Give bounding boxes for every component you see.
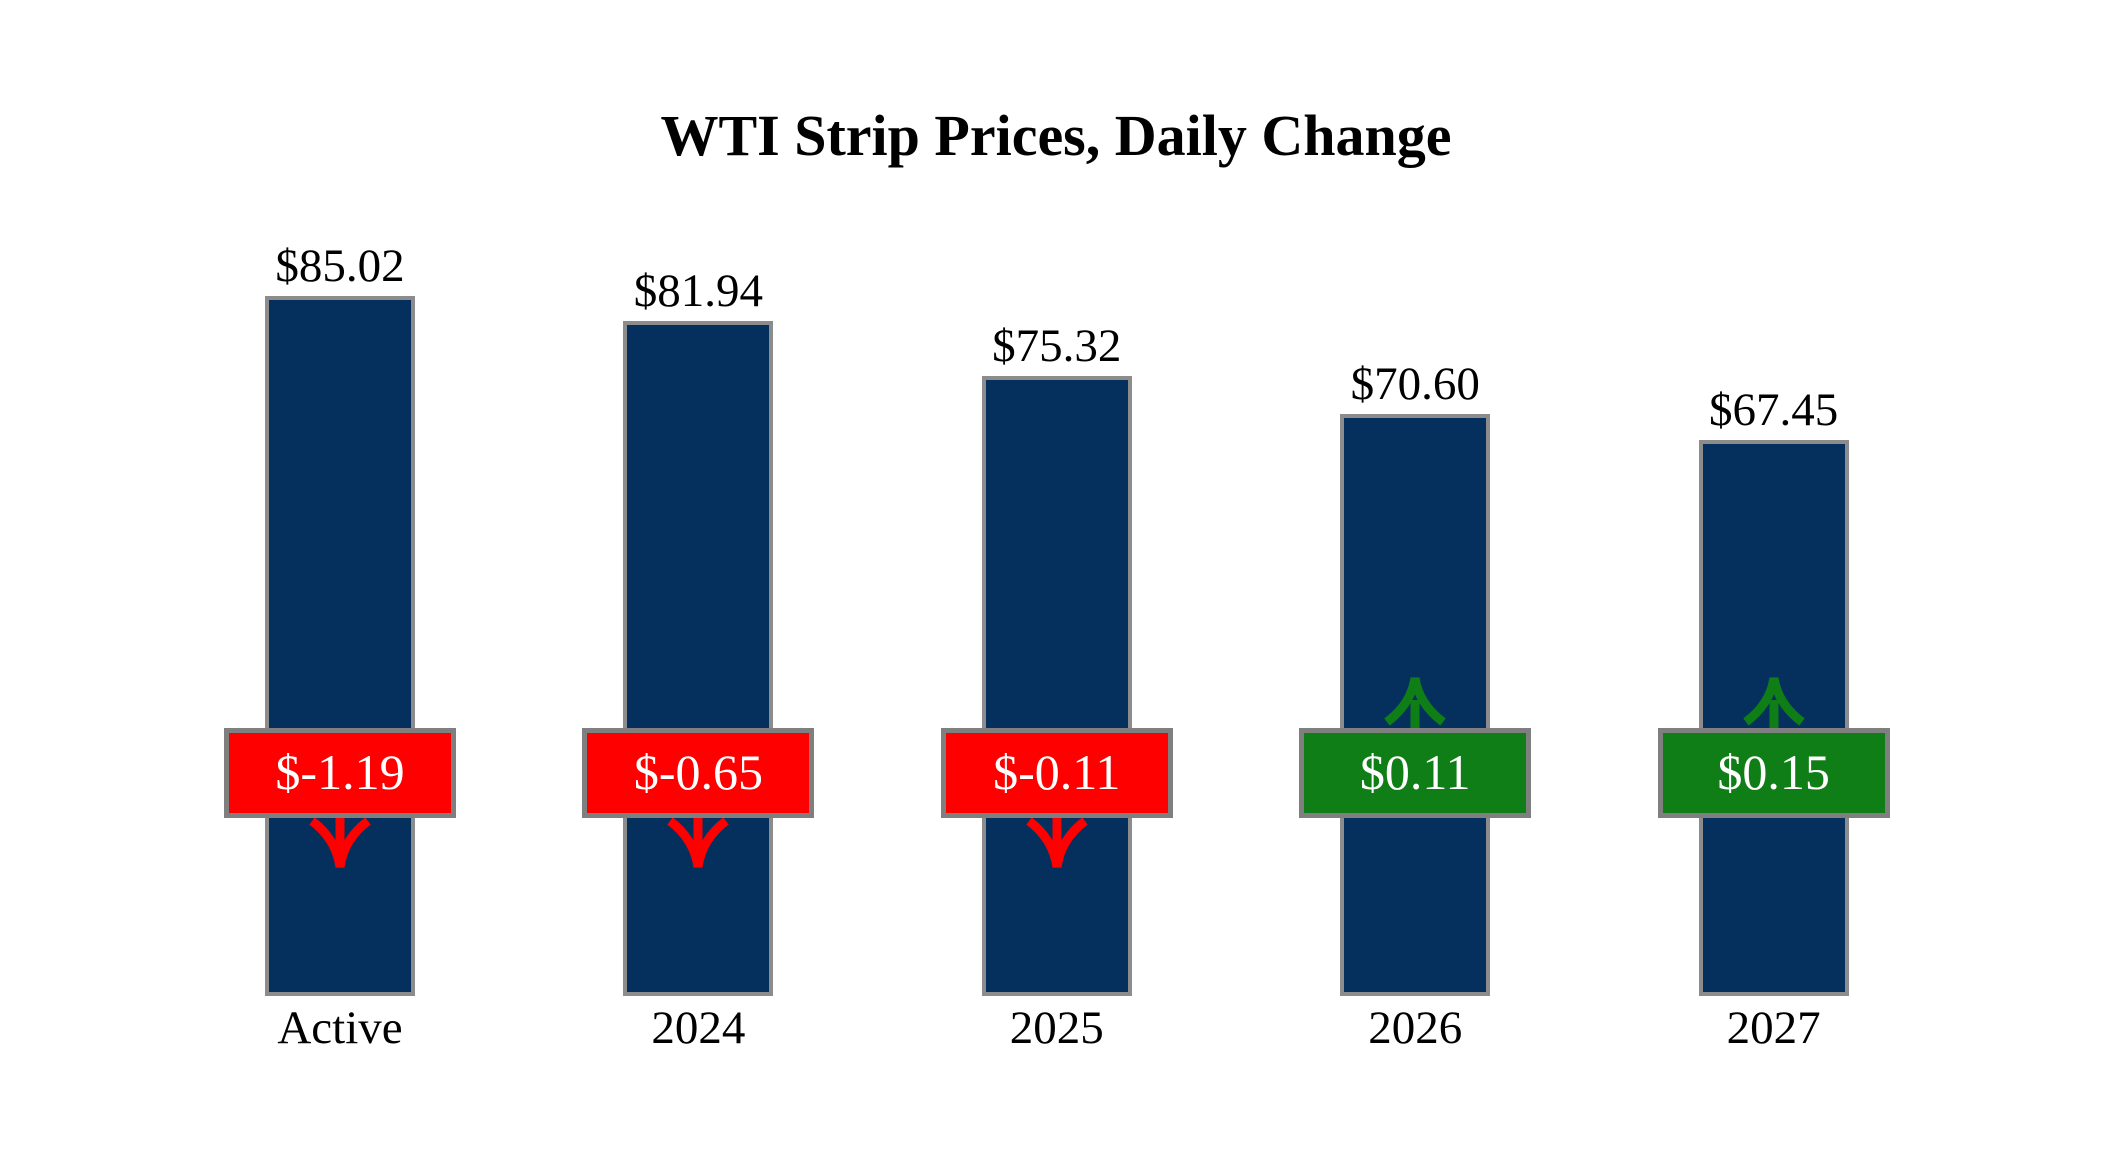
category-label-2024: 2024 bbox=[651, 1002, 746, 1054]
bar-2025 bbox=[981, 375, 1132, 996]
change-badge-2027: $0.15 bbox=[1657, 728, 1890, 818]
change-badge-2025: $-0.11 bbox=[940, 728, 1173, 818]
category-label-2025: 2025 bbox=[1009, 1002, 1104, 1054]
price-label-2024: $81.94 bbox=[633, 265, 764, 318]
price-label-2026: $70.60 bbox=[1350, 358, 1480, 411]
chart-title: WTI Strip Prices, Daily Change bbox=[660, 103, 1452, 168]
category-label-active: Active bbox=[277, 1002, 403, 1054]
down-arrow-icon bbox=[309, 815, 371, 868]
change-badge-2024: $-0.65 bbox=[582, 728, 815, 818]
bar-active bbox=[265, 296, 415, 996]
category-label-2027: 2027 bbox=[1726, 1002, 1821, 1054]
up-arrow-icon bbox=[1384, 677, 1446, 734]
down-arrow-icon bbox=[667, 815, 730, 868]
price-label-2027: $67.45 bbox=[1708, 384, 1839, 437]
price-label-active: $85.02 bbox=[275, 240, 405, 293]
category-label-2026: 2026 bbox=[1368, 1002, 1463, 1054]
bar-2027 bbox=[1698, 440, 1849, 996]
bar-2024 bbox=[623, 321, 774, 996]
change-badge-active: $-1.19 bbox=[224, 728, 456, 818]
up-arrow-icon bbox=[1742, 677, 1805, 734]
change-badge-2026: $0.11 bbox=[1299, 728, 1532, 818]
down-arrow-icon bbox=[1025, 815, 1088, 868]
price-label-2025: $75.32 bbox=[992, 319, 1122, 372]
